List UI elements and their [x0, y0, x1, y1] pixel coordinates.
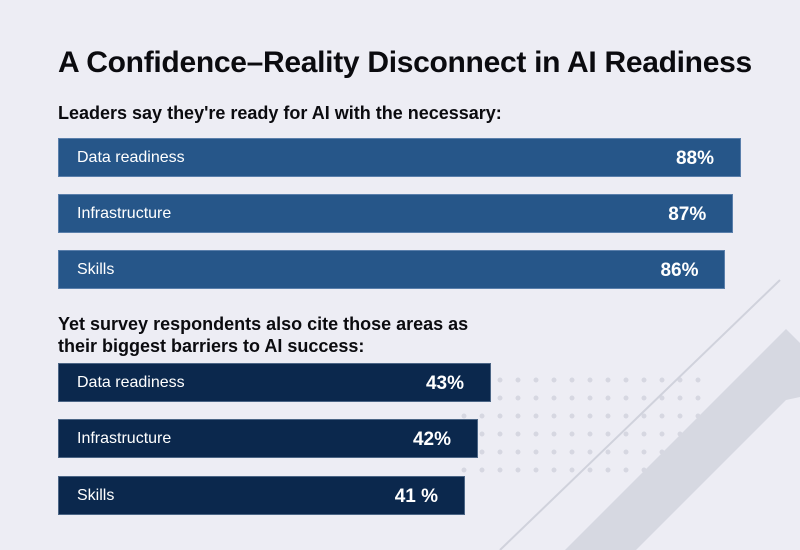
bar-confidence-infrastructure: Infrastructure 87%	[58, 194, 734, 233]
section-heading-barriers: Yet survey respondents also cite those a…	[58, 314, 469, 356]
dot	[533, 413, 539, 419]
dot	[569, 413, 575, 419]
bar-label: Data readiness	[77, 149, 185, 166]
dot	[659, 413, 665, 419]
dot	[623, 467, 629, 473]
bar-label: Skills	[77, 487, 115, 504]
dot	[623, 377, 629, 383]
dot	[497, 377, 503, 383]
dot	[605, 395, 611, 401]
dot	[587, 431, 593, 437]
bar-value: 86%	[660, 260, 699, 281]
dot	[551, 431, 557, 437]
dot	[515, 395, 521, 401]
bar-barrier-data-readiness: Data readiness 43%	[58, 363, 491, 402]
dot	[515, 467, 521, 473]
bar-value: 41 %	[394, 486, 438, 507]
bar-label: Data readiness	[77, 374, 185, 391]
section-heading-confidence: Leaders say they're ready for AI with th…	[58, 103, 502, 123]
dot	[569, 431, 575, 437]
dot	[587, 449, 593, 455]
dot	[551, 449, 557, 455]
dot	[659, 431, 665, 437]
bar-label: Skills	[77, 261, 115, 278]
dot	[533, 467, 539, 473]
dot	[623, 395, 629, 401]
dot	[497, 449, 503, 455]
dot	[623, 413, 629, 419]
bar-value: 42%	[412, 429, 451, 450]
dot	[515, 449, 521, 455]
dot	[677, 395, 683, 401]
bar-barrier-skills: Skills 41 %	[58, 476, 465, 515]
chart-title: A Confidence–Reality Disconnect in AI Re…	[58, 46, 752, 79]
bar-barrier-infrastructure: Infrastructure 42%	[58, 419, 478, 458]
dot	[569, 395, 575, 401]
dot	[533, 395, 539, 401]
dot	[479, 449, 485, 455]
dot	[605, 449, 611, 455]
dot	[533, 431, 539, 437]
dot	[641, 449, 647, 455]
dot	[659, 395, 665, 401]
dot	[569, 467, 575, 473]
dot	[551, 413, 557, 419]
dot	[497, 431, 503, 437]
dot	[695, 395, 701, 401]
bar-label: Infrastructure	[77, 205, 172, 222]
dot	[641, 395, 647, 401]
bar-value: 88%	[675, 148, 714, 169]
dot	[641, 413, 647, 419]
dot	[497, 467, 503, 473]
dot	[569, 449, 575, 455]
dot	[533, 449, 539, 455]
diagonal-line	[499, 279, 781, 550]
dot	[515, 377, 521, 383]
dot	[659, 377, 665, 383]
dot	[587, 413, 593, 419]
dot	[479, 413, 485, 419]
dot	[695, 377, 701, 383]
bar-confidence-skills: Skills 86%	[58, 250, 726, 289]
arrow-shape	[565, 329, 800, 550]
bar-confidence-data-readiness: Data readiness 88%	[58, 138, 741, 177]
dot	[605, 431, 611, 437]
bar-value: 87%	[668, 204, 707, 225]
dot	[497, 395, 503, 401]
dot	[551, 467, 557, 473]
bar-value: 43%	[425, 373, 464, 394]
dot	[533, 377, 539, 383]
dot	[515, 431, 521, 437]
dot	[587, 377, 593, 383]
dot	[479, 431, 485, 437]
dot	[587, 395, 593, 401]
dot	[623, 431, 629, 437]
dot	[605, 377, 611, 383]
dot	[605, 413, 611, 419]
dot	[587, 467, 593, 473]
dot	[677, 413, 683, 419]
dot	[551, 395, 557, 401]
dot	[641, 377, 647, 383]
dot	[479, 467, 485, 473]
dot	[497, 413, 503, 419]
dot	[641, 431, 647, 437]
dot	[569, 377, 575, 383]
dot	[461, 413, 467, 419]
dot	[551, 377, 557, 383]
bar-label: Infrastructure	[77, 430, 172, 447]
dot	[623, 449, 629, 455]
dot	[461, 467, 467, 473]
dot	[515, 413, 521, 419]
dot	[605, 467, 611, 473]
